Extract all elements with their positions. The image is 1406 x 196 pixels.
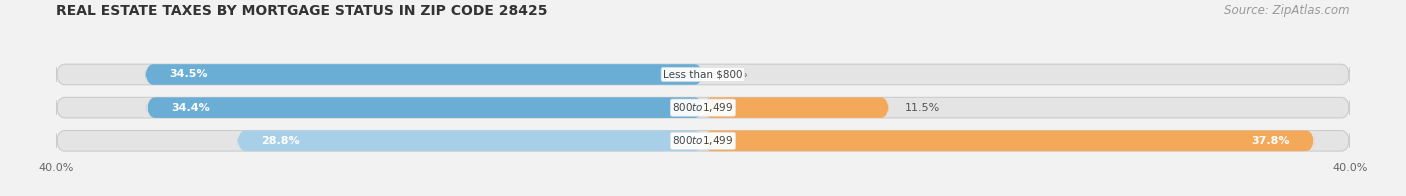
FancyBboxPatch shape: [238, 131, 703, 151]
FancyBboxPatch shape: [703, 97, 889, 118]
Text: Source: ZipAtlas.com: Source: ZipAtlas.com: [1225, 4, 1350, 17]
Text: $800 to $1,499: $800 to $1,499: [672, 101, 734, 114]
Text: 0.0%: 0.0%: [720, 69, 748, 80]
Legend: Without Mortgage, With Mortgage: Without Mortgage, With Mortgage: [576, 192, 830, 196]
Text: 37.8%: 37.8%: [1251, 136, 1289, 146]
FancyBboxPatch shape: [146, 97, 703, 118]
Text: 34.4%: 34.4%: [172, 103, 209, 113]
FancyBboxPatch shape: [145, 64, 703, 85]
Text: 11.5%: 11.5%: [905, 103, 941, 113]
FancyBboxPatch shape: [56, 97, 1350, 118]
Text: 28.8%: 28.8%: [262, 136, 301, 146]
FancyBboxPatch shape: [703, 131, 1315, 151]
FancyBboxPatch shape: [56, 64, 1350, 85]
Text: REAL ESTATE TAXES BY MORTGAGE STATUS IN ZIP CODE 28425: REAL ESTATE TAXES BY MORTGAGE STATUS IN …: [56, 4, 548, 18]
Text: Less than $800: Less than $800: [664, 69, 742, 80]
Text: 34.5%: 34.5%: [170, 69, 208, 80]
FancyBboxPatch shape: [56, 131, 1350, 151]
Text: $800 to $1,499: $800 to $1,499: [672, 134, 734, 147]
